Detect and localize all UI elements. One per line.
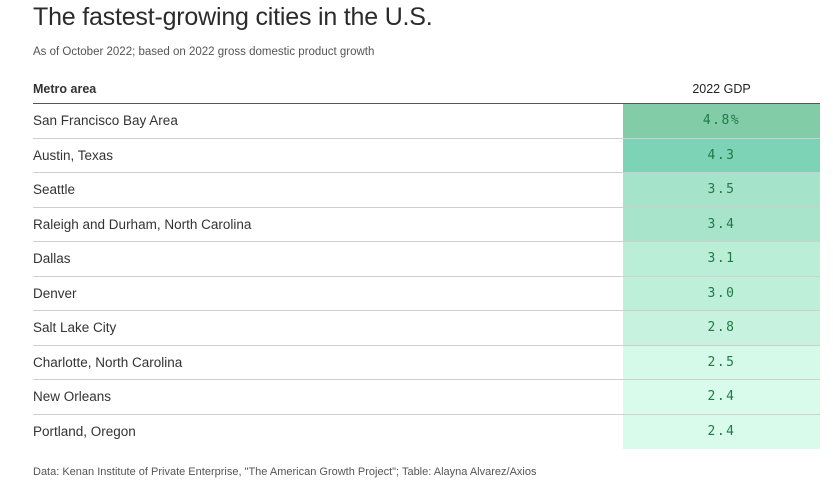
metro-area-cell: Portland, Oregon xyxy=(33,423,136,439)
table-row: Raleigh and Durham, North Carolina 3.4 xyxy=(33,207,820,242)
table-row: Charlotte, North Carolina 2.5 xyxy=(33,345,820,380)
gdp-value-cell: 3.0 xyxy=(623,276,820,310)
table-row: Portland, Oregon 2.4 xyxy=(33,414,820,449)
metro-area-cell: Salt Lake City xyxy=(33,320,117,335)
table-row: Salt Lake City 2.8 xyxy=(33,311,820,346)
table-body: San Francisco Bay Area 4.8% Austin, Texas 4… xyxy=(33,104,820,449)
gdp-value-cell: 3.1 xyxy=(623,242,820,276)
gdp-value-cell: 2.4 xyxy=(623,380,820,414)
metro-area-cell: Raleigh and Durham, North Carolina xyxy=(33,216,252,232)
metro-area-cell: Charlotte, North Carolina xyxy=(33,354,183,370)
metro-area-cell: Austin, Texas xyxy=(33,147,114,163)
gdp-value-cell: 2.5 xyxy=(623,345,820,379)
gdp-value-cell: 4.8% xyxy=(623,104,820,138)
chart-title: The fastest-growing cities in the U.S. xyxy=(33,3,433,31)
source-note: Data: Kenan Institute of Private Enterpr… xyxy=(33,466,537,478)
table-row: Austin, Texas 4.3 xyxy=(33,138,820,173)
gdp-value-cell: 3.5 xyxy=(623,173,820,207)
chart-subtitle: As of October 2022; based on 2022 gross … xyxy=(33,46,375,58)
metro-area-cell: Denver xyxy=(33,285,77,301)
table-row: New Orleans 2.4 xyxy=(33,380,820,415)
gdp-value-cell: 4.3 xyxy=(623,138,820,172)
column-header-2022-gdp: 2022 GDP xyxy=(692,82,751,96)
metro-area-cell: San Francisco Bay Area xyxy=(33,113,178,128)
gdp-table: Metro area 2022 GDP San Francisco Bay Ar… xyxy=(33,76,820,449)
gdp-value-cell: 2.8 xyxy=(623,311,820,345)
column-header-metro-area: Metro area xyxy=(33,82,97,96)
metro-area-cell: Dallas xyxy=(33,251,71,266)
table-row: Seattle 3.5 xyxy=(33,173,820,208)
table-row: San Francisco Bay Area 4.8% xyxy=(33,104,820,139)
table-header: Metro area 2022 GDP xyxy=(33,76,820,104)
metro-area-cell: New Orleans xyxy=(33,389,112,404)
gdp-value-cell: 2.4 xyxy=(623,414,820,449)
metro-area-cell: Seattle xyxy=(33,182,76,197)
table-row: Dallas 3.1 xyxy=(33,242,820,277)
table-row: Denver 3.0 xyxy=(33,276,820,311)
gdp-value-cell: 3.4 xyxy=(623,207,820,241)
